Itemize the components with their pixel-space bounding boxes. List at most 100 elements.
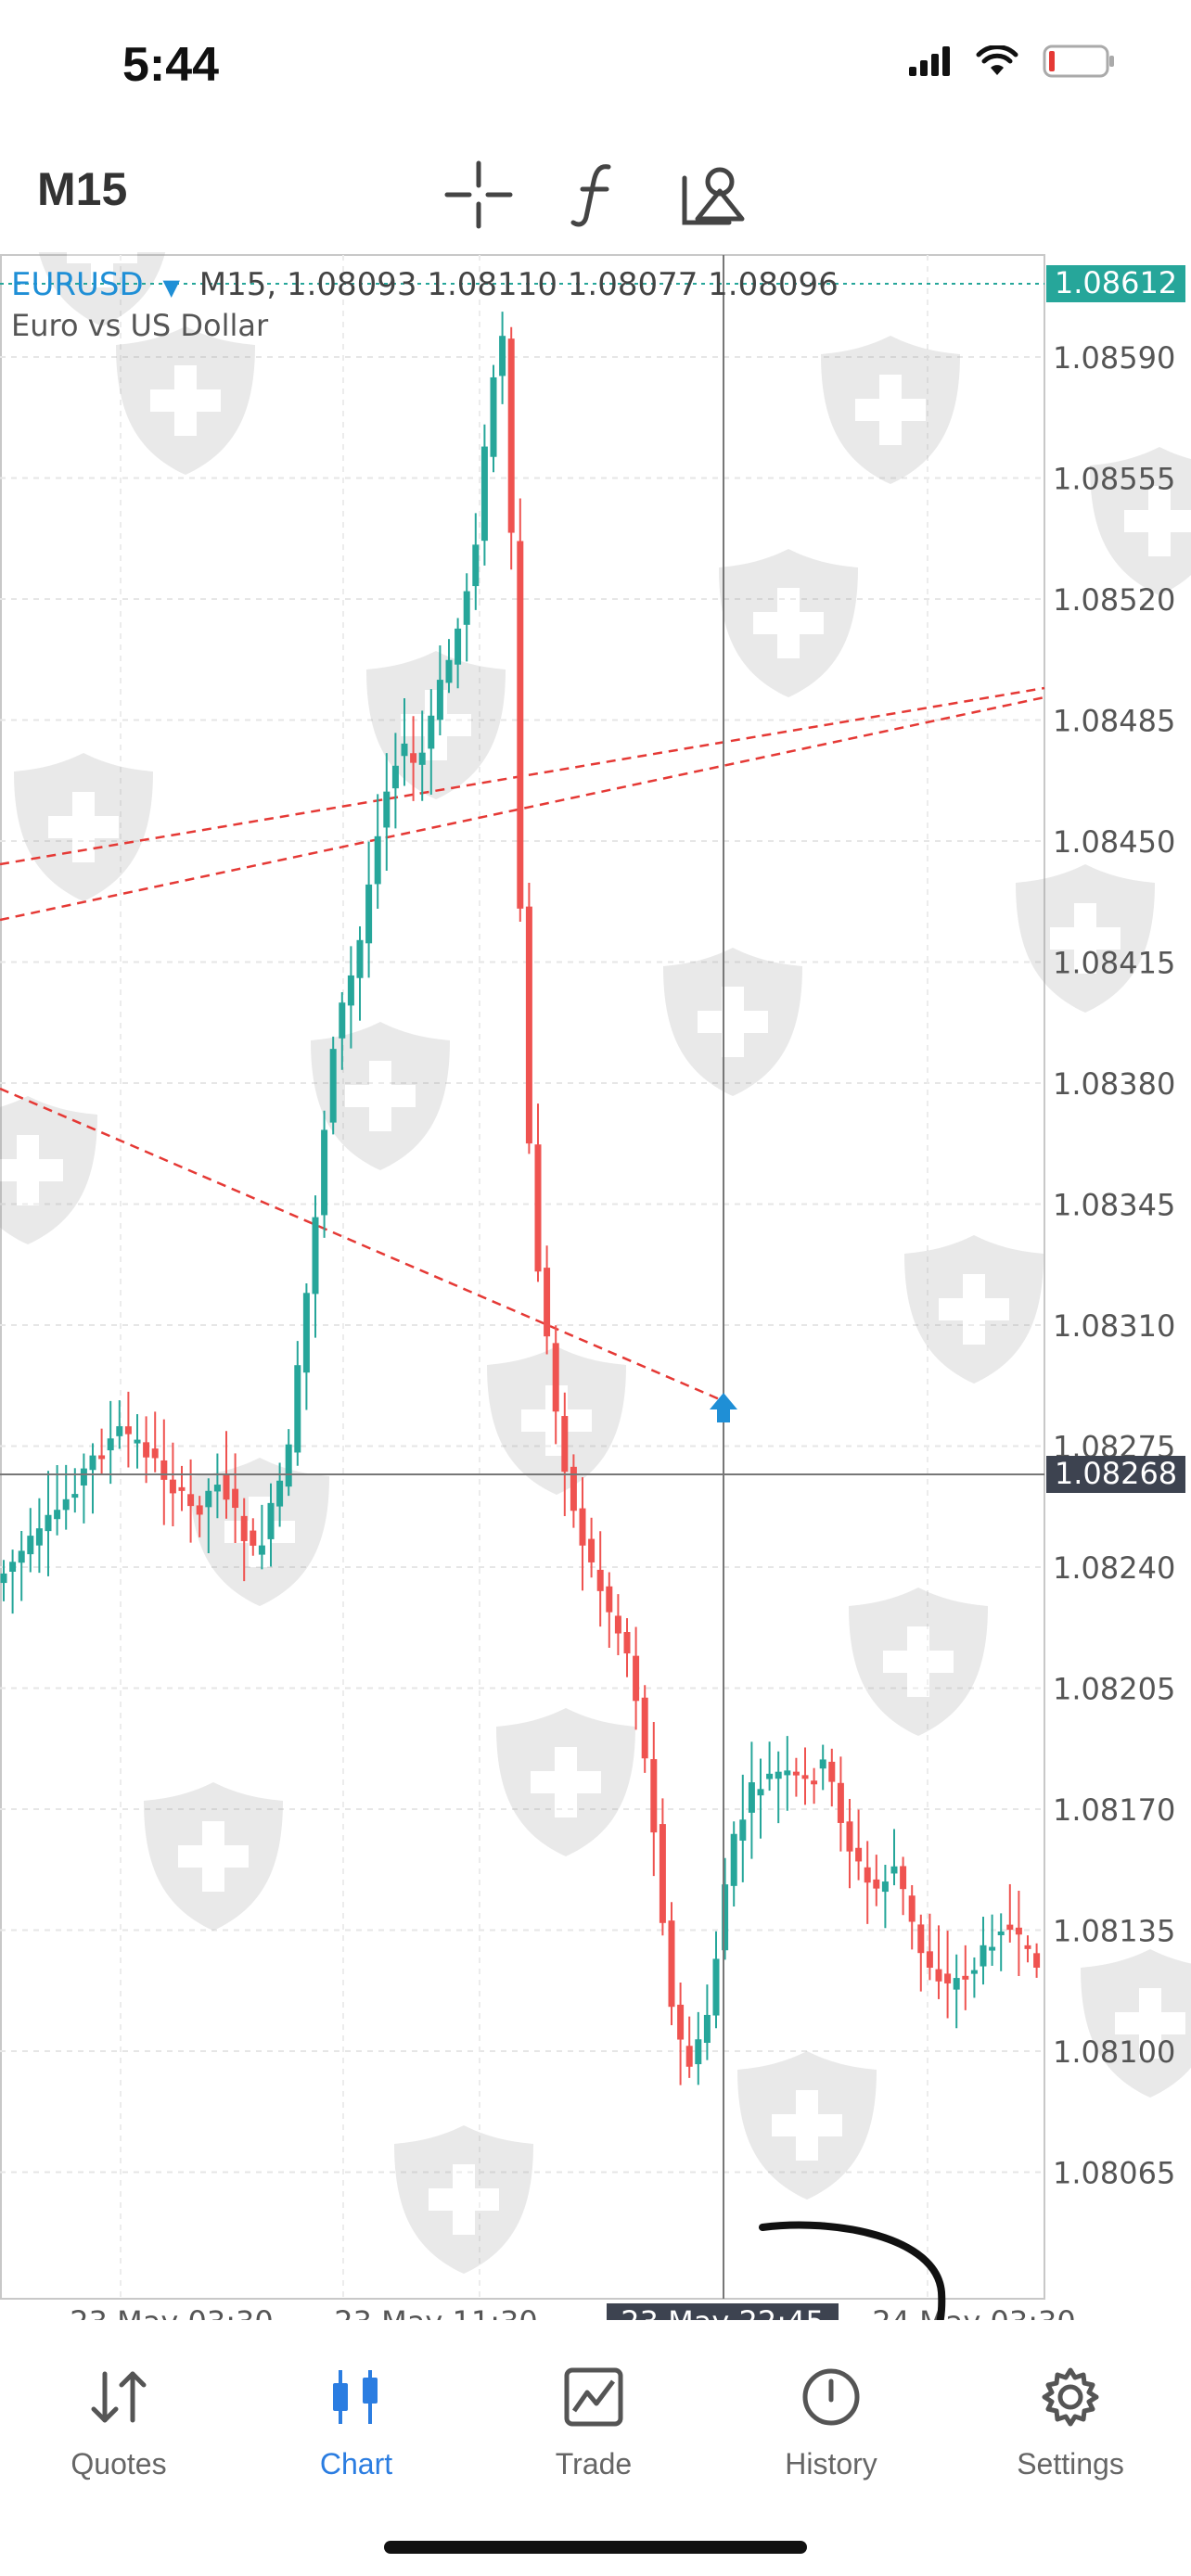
candle-body xyxy=(544,1268,551,1337)
nav-history[interactable]: History xyxy=(738,2365,924,2481)
candle-body xyxy=(1033,1953,1041,1968)
candle-body xyxy=(748,1782,755,1813)
candle-body xyxy=(926,1951,933,1969)
candle-body xyxy=(356,939,364,978)
candle-body xyxy=(329,1049,337,1123)
watermark-shield-icon xyxy=(14,753,153,901)
timeframe-selector[interactable]: M15 xyxy=(37,163,128,215)
watermark-shield-icon xyxy=(311,1022,450,1170)
chart-canvas[interactable]: 1.08590 1.08555 1.08520 1.08485 1.08450 1.084… xyxy=(0,178,1191,2397)
price-axis: 1.08590 1.08555 1.08520 1.08485 1.08450 1.084… xyxy=(1053,340,1175,2191)
crosshair-button[interactable] xyxy=(442,158,516,232)
candle-body xyxy=(900,1866,907,1890)
candle-body xyxy=(650,1759,658,1833)
candle-body xyxy=(1006,1924,1014,1931)
nav-quotes[interactable]: Quotes xyxy=(26,2365,211,2481)
crosshair-price-text: 1.08268 xyxy=(1055,1456,1177,1491)
price-chart[interactable]: 1.08590 1.08555 1.08520 1.08485 1.08450 1.084… xyxy=(0,178,1191,2397)
candle-body xyxy=(178,1486,186,1491)
nav-settings[interactable]: Settings xyxy=(978,2365,1163,2481)
candle-body xyxy=(302,1293,310,1373)
bid-price-text: 1.08612 xyxy=(1055,265,1177,300)
indicators-icon xyxy=(570,164,611,227)
trendline-lower[interactable] xyxy=(0,695,1045,922)
candle-body xyxy=(107,1438,114,1451)
candle-body xyxy=(989,1946,996,1951)
candle-body xyxy=(455,628,462,665)
trendline-descending[interactable] xyxy=(0,1087,723,1402)
candle-body xyxy=(480,446,488,542)
candle-body xyxy=(196,1505,203,1515)
watermark-shield-icon xyxy=(719,549,858,697)
candle-body xyxy=(98,1455,106,1460)
wifi-icon xyxy=(976,45,1018,75)
trade-chart-icon xyxy=(564,2367,623,2427)
candle-body xyxy=(169,1479,176,1494)
nav-chart[interactable]: Chart xyxy=(263,2365,449,2481)
candle-body xyxy=(811,1780,818,1785)
price-label: 1.08590 xyxy=(1053,340,1175,376)
nav-history-label: History xyxy=(785,2447,877,2480)
candle-body xyxy=(18,1550,25,1563)
candle-body xyxy=(722,1884,729,1951)
indicators-button[interactable] xyxy=(558,158,633,232)
candle-body xyxy=(250,1530,257,1546)
symbol-dropdown-icon[interactable]: ▼ xyxy=(162,274,180,300)
watermark-shield-icon xyxy=(737,2051,877,2200)
candle-body xyxy=(143,1442,150,1458)
price-label: 1.08485 xyxy=(1053,704,1175,739)
watermark-shield-icon xyxy=(1081,1949,1191,2098)
candle-body xyxy=(917,1924,925,1954)
candle-body xyxy=(339,1002,346,1039)
candle-body xyxy=(908,1895,916,1922)
watermark-shield-icon xyxy=(0,1096,97,1244)
watermark-shield-icon xyxy=(1090,447,1191,595)
nav-trade[interactable]: Trade xyxy=(501,2365,686,2481)
price-label: 1.08450 xyxy=(1053,824,1175,860)
candle-body xyxy=(633,1655,640,1702)
symbol-name[interactable]: EURUSD xyxy=(11,266,144,303)
candle-body xyxy=(71,1494,79,1498)
candle-body xyxy=(232,1488,239,1509)
candle-body xyxy=(561,1416,569,1473)
candle-body xyxy=(401,743,408,757)
candle-body xyxy=(517,541,524,909)
gear-icon xyxy=(1042,2367,1099,2427)
candle-body xyxy=(579,1508,586,1546)
candle-body xyxy=(445,659,453,683)
watermark-shield-icon xyxy=(904,1235,1044,1384)
candle-body xyxy=(27,1536,34,1555)
cellular-signal-icon xyxy=(909,46,950,76)
price-label: 1.08205 xyxy=(1053,1672,1175,1707)
candle-body xyxy=(321,1129,328,1216)
candle-body xyxy=(374,835,381,885)
symbol-description: Euro vs US Dollar xyxy=(11,308,269,343)
candle-body xyxy=(703,2014,711,2044)
buy-arrow-icon[interactable] xyxy=(710,1393,737,1422)
chart-header: EURUSD ▼ M15, 1.08093 1.08110 1.08077 1.… xyxy=(11,266,839,343)
price-label: 1.08415 xyxy=(1053,946,1175,981)
watermark-shield-icon xyxy=(394,2125,533,2274)
candle-body xyxy=(552,1343,559,1412)
candle-body xyxy=(507,338,515,533)
candle-body xyxy=(525,906,532,1144)
candle-body xyxy=(890,1866,898,1874)
candle-body xyxy=(784,1770,791,1776)
candle-body xyxy=(285,1444,292,1487)
candle-body xyxy=(80,1468,87,1486)
price-label: 1.08170 xyxy=(1053,1792,1175,1828)
candle-body xyxy=(62,1498,70,1511)
candle-body xyxy=(347,975,354,1006)
candle-body xyxy=(312,1217,319,1294)
candle-body xyxy=(0,1573,7,1584)
chart-toolbar: M15 xyxy=(0,139,1191,250)
candle-body xyxy=(472,544,480,587)
candle-body xyxy=(775,1771,782,1779)
time-label: 23 May 03:30 xyxy=(70,2304,273,2320)
svg-text:EURUSD ▼ M15,: EURUSD ▼ M15, 1.08093 1.08110 1.08077 1.… xyxy=(11,266,839,303)
objects-button[interactable] xyxy=(675,158,749,232)
candle-body xyxy=(463,591,470,625)
candle-body xyxy=(962,1975,969,1980)
candle-body xyxy=(997,1931,1005,1935)
quotes-arrows-icon xyxy=(91,2371,147,2423)
